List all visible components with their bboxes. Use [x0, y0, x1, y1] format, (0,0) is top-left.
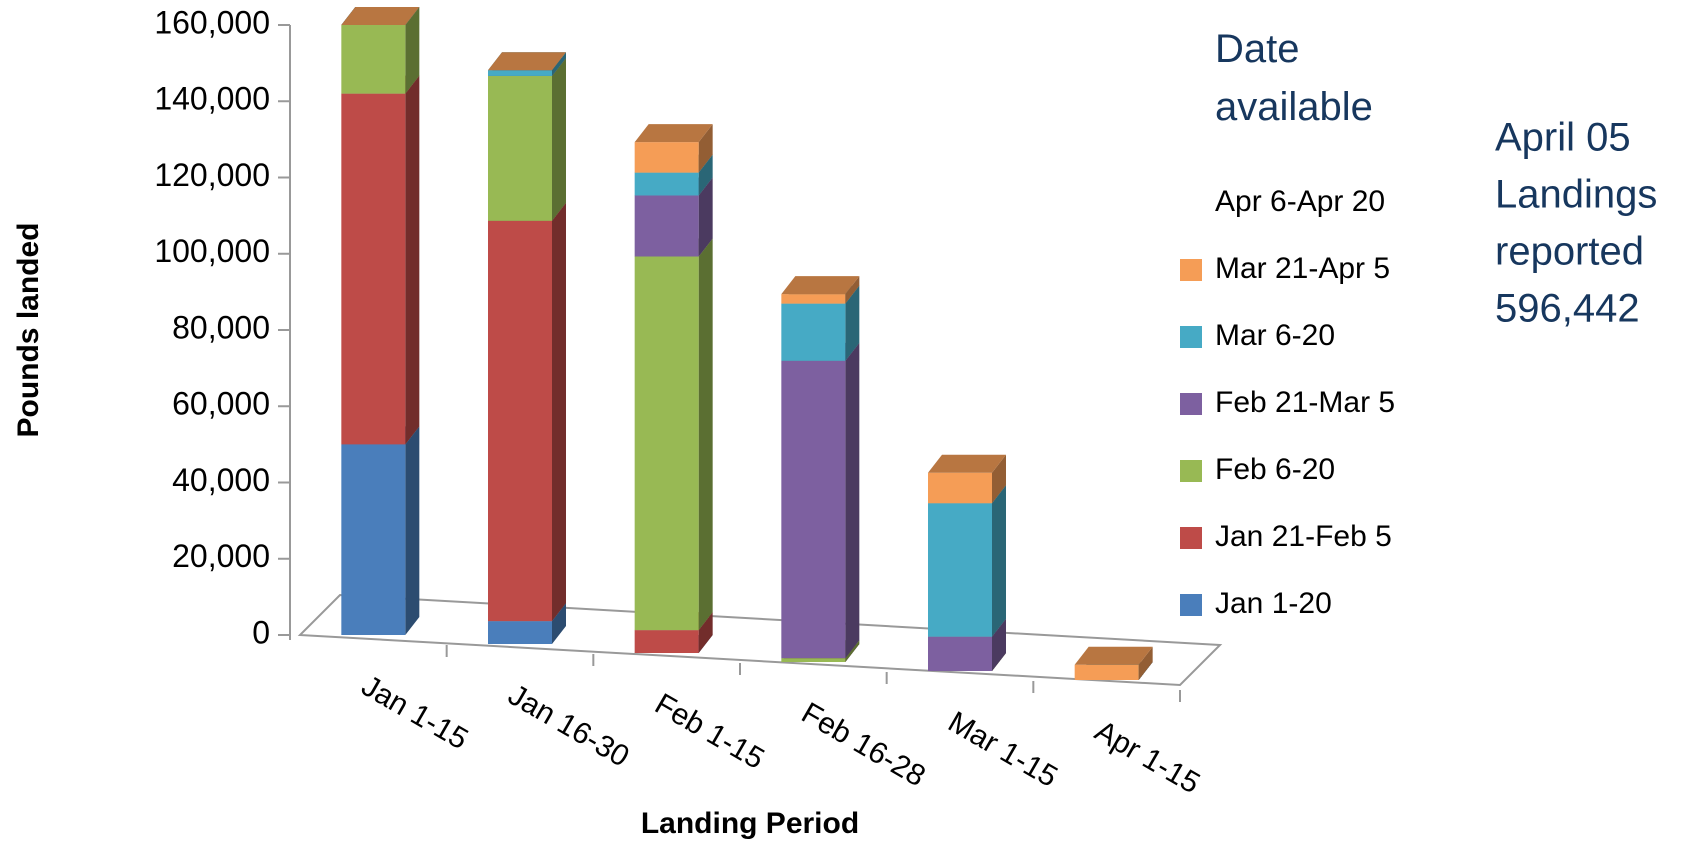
bar-segment: [488, 220, 552, 622]
y-tick-label: 120,000: [154, 157, 270, 193]
y-tick-label: 20,000: [172, 538, 270, 574]
x-tick-label: Apr 1-15: [1089, 714, 1205, 800]
bar-segment: [488, 75, 552, 221]
y-tick-label: 100,000: [154, 233, 270, 269]
bar-segment: [634, 195, 699, 257]
bar-side: [845, 276, 860, 304]
bar-segment: [781, 294, 846, 304]
bar-side: [992, 485, 1006, 637]
bar-side: [845, 285, 860, 361]
legend-label: Feb 6-20: [1215, 453, 1335, 486]
bar-segment: [1074, 664, 1139, 680]
y-tick-label: 140,000: [154, 81, 270, 117]
bar-top: [928, 454, 1006, 473]
bar-top: [1074, 646, 1153, 665]
legend-swatch: [1180, 326, 1202, 348]
bar-segment: [341, 25, 406, 94]
bar-side: [552, 603, 566, 644]
bar-side: [1138, 646, 1153, 680]
annotation: reported: [1495, 230, 1644, 274]
bar-top: [781, 276, 860, 295]
bar-segment: [928, 503, 992, 637]
bar-side: [405, 426, 420, 635]
bar-side: [552, 52, 566, 76]
x-axis-title: Landing Period: [641, 807, 859, 840]
bar-segment: [341, 444, 406, 635]
y-tick-label: 160,000: [154, 4, 270, 40]
bar-side: [992, 618, 1006, 671]
bar-side: [698, 238, 713, 631]
bar-segment: [634, 256, 699, 631]
y-tick-label: 60,000: [172, 386, 270, 422]
annotation: Landings: [1495, 173, 1657, 217]
bar-top: [634, 124, 713, 143]
x-tick-label: Mar 1-15: [943, 705, 1063, 794]
bar-segment: [634, 142, 699, 173]
bar-segment: [781, 360, 846, 659]
legend-label: Mar 21-Apr 5: [1215, 252, 1390, 285]
legend-swatch: [1180, 259, 1202, 281]
legend-label: Jan 1-20: [1215, 587, 1332, 620]
annotation: 596,442: [1495, 287, 1640, 331]
bar-side: [845, 342, 860, 659]
bar-segment: [781, 303, 846, 361]
bar-side: [698, 177, 713, 257]
legend-label: Feb 21-Mar 5: [1215, 386, 1395, 419]
annotation: April 05: [1495, 116, 1631, 160]
bar-side: [845, 640, 860, 662]
bar-segment: [488, 70, 552, 76]
legend-swatch: [1180, 393, 1202, 415]
legend-label: Apr 6-Apr 20: [1215, 185, 1385, 218]
legend-swatch: [1180, 460, 1202, 482]
bar-segment: [634, 630, 699, 653]
x-tick-label: Jan 16-30: [503, 678, 635, 773]
legend-label: Mar 6-20: [1215, 319, 1335, 352]
y-tick-label: 80,000: [172, 309, 270, 345]
legend-title: Date available: [1215, 27, 1373, 129]
bar-side: [992, 454, 1006, 504]
bar-side: [552, 202, 566, 622]
bar-top: [488, 52, 566, 71]
floor: [297, 593, 1223, 687]
y-axis-title: Pounds landed: [12, 222, 45, 437]
x-tick-label: Feb 16-28: [796, 696, 931, 793]
bar-side: [698, 612, 713, 653]
bar-segment: [341, 93, 406, 445]
bar-side: [405, 75, 420, 445]
bar-side: [405, 7, 420, 94]
legend-swatch: [1180, 527, 1202, 549]
bar-side: [552, 57, 566, 221]
x-tick-label: Jan 1-15: [356, 669, 474, 756]
y-tick-label: 40,000: [172, 462, 270, 498]
y-tick-label: 0: [252, 614, 270, 650]
x-tick-label: Feb 1-15: [649, 687, 769, 776]
bar-side: [698, 154, 713, 196]
bar-segment: [488, 621, 552, 644]
bar-side: [698, 124, 713, 173]
legend-swatch: [1180, 594, 1202, 616]
bar-top: [341, 7, 420, 25]
bar-segment: [928, 472, 992, 504]
bar-segment: [634, 172, 699, 196]
bar-segment: [928, 636, 992, 671]
legend-label: Jan 21-Feb 5: [1215, 520, 1392, 553]
bar-segment: [781, 658, 846, 662]
